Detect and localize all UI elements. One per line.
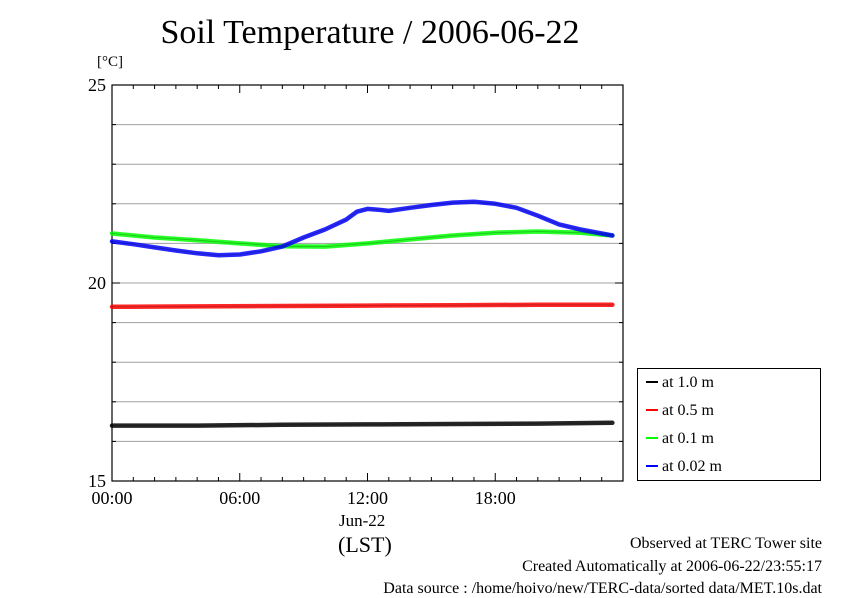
- footer-source: Data source : /home/hoivo/new/TERC-data/…: [383, 580, 822, 597]
- legend-label-002m: at 0.02 m: [662, 458, 722, 475]
- series-line-0: [109, 420, 615, 428]
- x-axis-date-label: Jun-22: [339, 511, 386, 530]
- legend-swatch-002m: [646, 465, 658, 468]
- legend-label-1m: at 1.0 m: [662, 374, 714, 391]
- x-tick-label: 18:00: [475, 488, 516, 508]
- footer-created: Created Automatically at 2006-06-22/23:5…: [522, 558, 822, 575]
- x-tick-label: 00:00: [91, 488, 132, 508]
- footer-observed: Observed at TERC Tower site: [629, 535, 822, 552]
- legend-label-01m: at 0.1 m: [662, 430, 714, 447]
- legend-label-05m: at 0.5 m: [662, 402, 714, 419]
- series-core-1: [111, 304, 613, 308]
- series-core-0: [112, 422, 613, 426]
- x-tick-label: 12:00: [347, 488, 388, 508]
- legend-swatch-1m: [646, 381, 658, 384]
- legend: at 1.0 m at 0.5 m at 0.1 m at 0.02 m: [637, 368, 821, 481]
- y-tick-label: 20: [88, 273, 106, 293]
- y-axis-unit: [°C]: [97, 54, 123, 70]
- series-line-3: [109, 199, 615, 258]
- y-tick-label: 15: [88, 471, 106, 491]
- legend-item-002m: at 0.02 m: [646, 457, 722, 477]
- legend-swatch-05m: [646, 409, 658, 412]
- series-line-1: [109, 302, 615, 310]
- series-core-3: [111, 201, 613, 256]
- x-tick-label: 06:00: [219, 488, 260, 508]
- legend-item-05m: at 0.5 m: [646, 401, 714, 421]
- legend-item-1m: at 1.0 m: [646, 373, 714, 393]
- y-tick-label: 25: [88, 75, 106, 95]
- chart-title: Soil Temperature / 2006-06-22: [160, 14, 580, 51]
- legend-swatch-01m: [646, 437, 658, 440]
- series-core-2: [111, 231, 613, 248]
- x-axis-label: (LST): [338, 532, 392, 557]
- legend-item-01m: at 0.1 m: [646, 429, 714, 449]
- series-line-2: [109, 229, 615, 249]
